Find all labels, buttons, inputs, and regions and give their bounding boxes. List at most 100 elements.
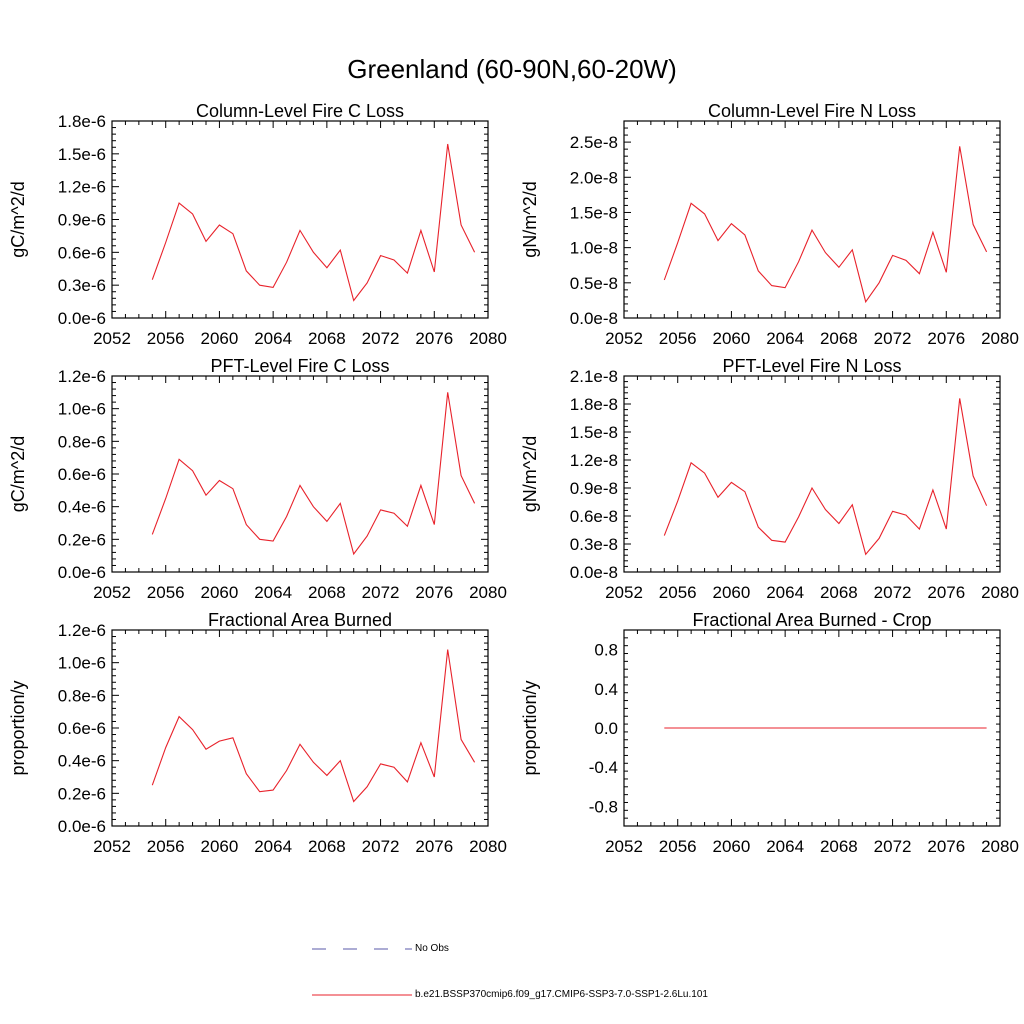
y-tick-label: 1.2e-6: [58, 178, 106, 197]
y-tick-label: 0.6e-6: [58, 243, 106, 262]
x-tick-label: 2068: [820, 329, 858, 348]
x-tick-label: 2052: [605, 583, 643, 602]
x-tick-label: 2052: [93, 837, 131, 856]
chart-title: Fractional Area Burned - Crop: [692, 610, 931, 630]
y-tick-label: 1.0e-6: [58, 400, 106, 419]
series-line: [663, 398, 988, 556]
x-tick-label: 2056: [659, 329, 697, 348]
x-tick-label: 2076: [927, 329, 965, 348]
y-tick-label: 0.0e-8: [570, 563, 618, 582]
y-tick-label: 0.3e-8: [570, 535, 618, 554]
x-tick-label: 2080: [469, 837, 507, 856]
plot-frame: [111, 375, 489, 573]
legend-case-line: [312, 994, 412, 996]
y-tick-label: 2.0e-8: [570, 168, 618, 187]
y-tick-label: 0.6e-6: [58, 719, 106, 738]
x-tick-label: 2076: [415, 329, 453, 348]
x-tick-label: 2060: [713, 583, 751, 602]
x-tick-label: 2068: [308, 837, 346, 856]
x-tick-label: 2076: [927, 837, 965, 856]
chart-title: PFT-Level Fire N Loss: [722, 356, 901, 376]
y-tick-label: 0.9e-6: [58, 211, 106, 230]
series-line: [663, 146, 988, 304]
y-tick-label: 0.6e-6: [58, 465, 106, 484]
chart-title: Fractional Area Burned: [208, 610, 392, 630]
y-tick-label: 1.8e-6: [58, 112, 106, 131]
y-tick-label: 0.8: [594, 641, 618, 660]
x-tick-label: 2068: [308, 583, 346, 602]
plot-frame: [111, 120, 489, 319]
x-tick-label: 2072: [874, 837, 912, 856]
x-tick-label: 2072: [874, 329, 912, 348]
y-tick-label: 1.5e-6: [58, 145, 106, 164]
y-axis-label: gC/m^2/d: [8, 436, 28, 512]
chart-panel-3: PFT-Level Fire C Loss gC/m^2/d 2052 2056 206…: [8, 356, 507, 602]
y-tick-label: 1.5e-8: [570, 423, 618, 442]
chart-panel-4: PFT-Level Fire N Loss gN/m^2/d 2052 2056 206…: [520, 356, 1019, 602]
x-tick-label: 2072: [362, 583, 400, 602]
x-tick-label: 2060: [713, 329, 751, 348]
x-tick-label: 2080: [469, 329, 507, 348]
y-tick-label: 0.2e-6: [58, 530, 106, 549]
y-tick-label: 0.4e-6: [58, 752, 106, 771]
chart-title: Column-Level Fire C Loss: [196, 101, 404, 121]
y-tick-label: 1.0e-6: [58, 654, 106, 673]
chart-panel-5: Fractional Area Burned proportion/y 2052 20…: [8, 610, 507, 856]
y-tick-label: 0.4: [594, 680, 618, 699]
y-tick-label: -0.8: [589, 797, 618, 816]
series-line: [151, 649, 476, 803]
x-tick-label: 2060: [713, 837, 751, 856]
x-tick-label: 2072: [362, 329, 400, 348]
x-tick-label: 2056: [147, 329, 185, 348]
x-tick-label: 2052: [93, 583, 131, 602]
x-tick-label: 2064: [766, 583, 804, 602]
x-tick-label: 2060: [201, 583, 239, 602]
y-tick-label: 0.0e-8: [570, 309, 618, 328]
x-tick-label: 2064: [254, 583, 292, 602]
y-tick-label: 0.6e-8: [570, 507, 618, 526]
x-tick-label: 2064: [254, 837, 292, 856]
x-tick-label: 2072: [874, 583, 912, 602]
y-tick-label: 1.8e-8: [570, 395, 618, 414]
y-tick-label: 1.5e-8: [570, 203, 618, 222]
x-tick-label: 2056: [659, 583, 697, 602]
x-tick-label: 2080: [469, 583, 507, 602]
x-tick-label: 2064: [766, 329, 804, 348]
plot-frame: [111, 629, 489, 827]
x-tick-label: 2068: [820, 583, 858, 602]
x-tick-label: 2052: [605, 837, 643, 856]
y-tick-label: 0.9e-8: [570, 479, 618, 498]
y-axis-label: proportion/y: [8, 680, 28, 775]
x-tick-label: 2080: [981, 329, 1019, 348]
y-tick-label: 1.2e-6: [58, 621, 106, 640]
x-tick-label: 2072: [362, 837, 400, 856]
chart-title: PFT-Level Fire C Loss: [210, 356, 389, 376]
y-tick-label: 0.0: [594, 719, 618, 738]
y-tick-label: 2.5e-8: [570, 133, 618, 152]
y-tick-label: 0.3e-6: [58, 276, 106, 295]
y-tick-label: 1.0e-8: [570, 239, 618, 258]
y-axis-label: gC/m^2/d: [8, 181, 28, 257]
x-tick-label: 2068: [308, 329, 346, 348]
y-tick-label: 0.0e-6: [58, 309, 106, 328]
x-tick-label: 2060: [201, 329, 239, 348]
x-tick-label: 2076: [927, 583, 965, 602]
x-tick-label: 2064: [254, 329, 292, 348]
x-tick-label: 2056: [659, 837, 697, 856]
x-tick-label: 2052: [605, 329, 643, 348]
figure-title: Greenland (60-90N,60-20W): [347, 54, 677, 84]
x-tick-label: 2068: [820, 837, 858, 856]
chart-panel-1: Column-Level Fire C Loss gC/m^2/d 2052 2056…: [8, 101, 507, 348]
y-tick-label: 0.8e-6: [58, 432, 106, 451]
y-tick-label: 0.2e-6: [58, 784, 106, 803]
chart-panel-6: Fractional Area Burned - Crop proportion/…: [520, 610, 1019, 856]
x-tick-label: 2080: [981, 583, 1019, 602]
series-line: [151, 392, 476, 556]
y-tick-label: 0.0e-6: [58, 817, 106, 836]
x-tick-label: 2064: [766, 837, 804, 856]
legend-no-obs-label: No Obs: [415, 943, 449, 954]
y-tick-label: -0.4: [589, 758, 618, 777]
chart-panel-2: Column-Level Fire N Loss gN/m^2/d 2052 2056…: [520, 101, 1019, 348]
